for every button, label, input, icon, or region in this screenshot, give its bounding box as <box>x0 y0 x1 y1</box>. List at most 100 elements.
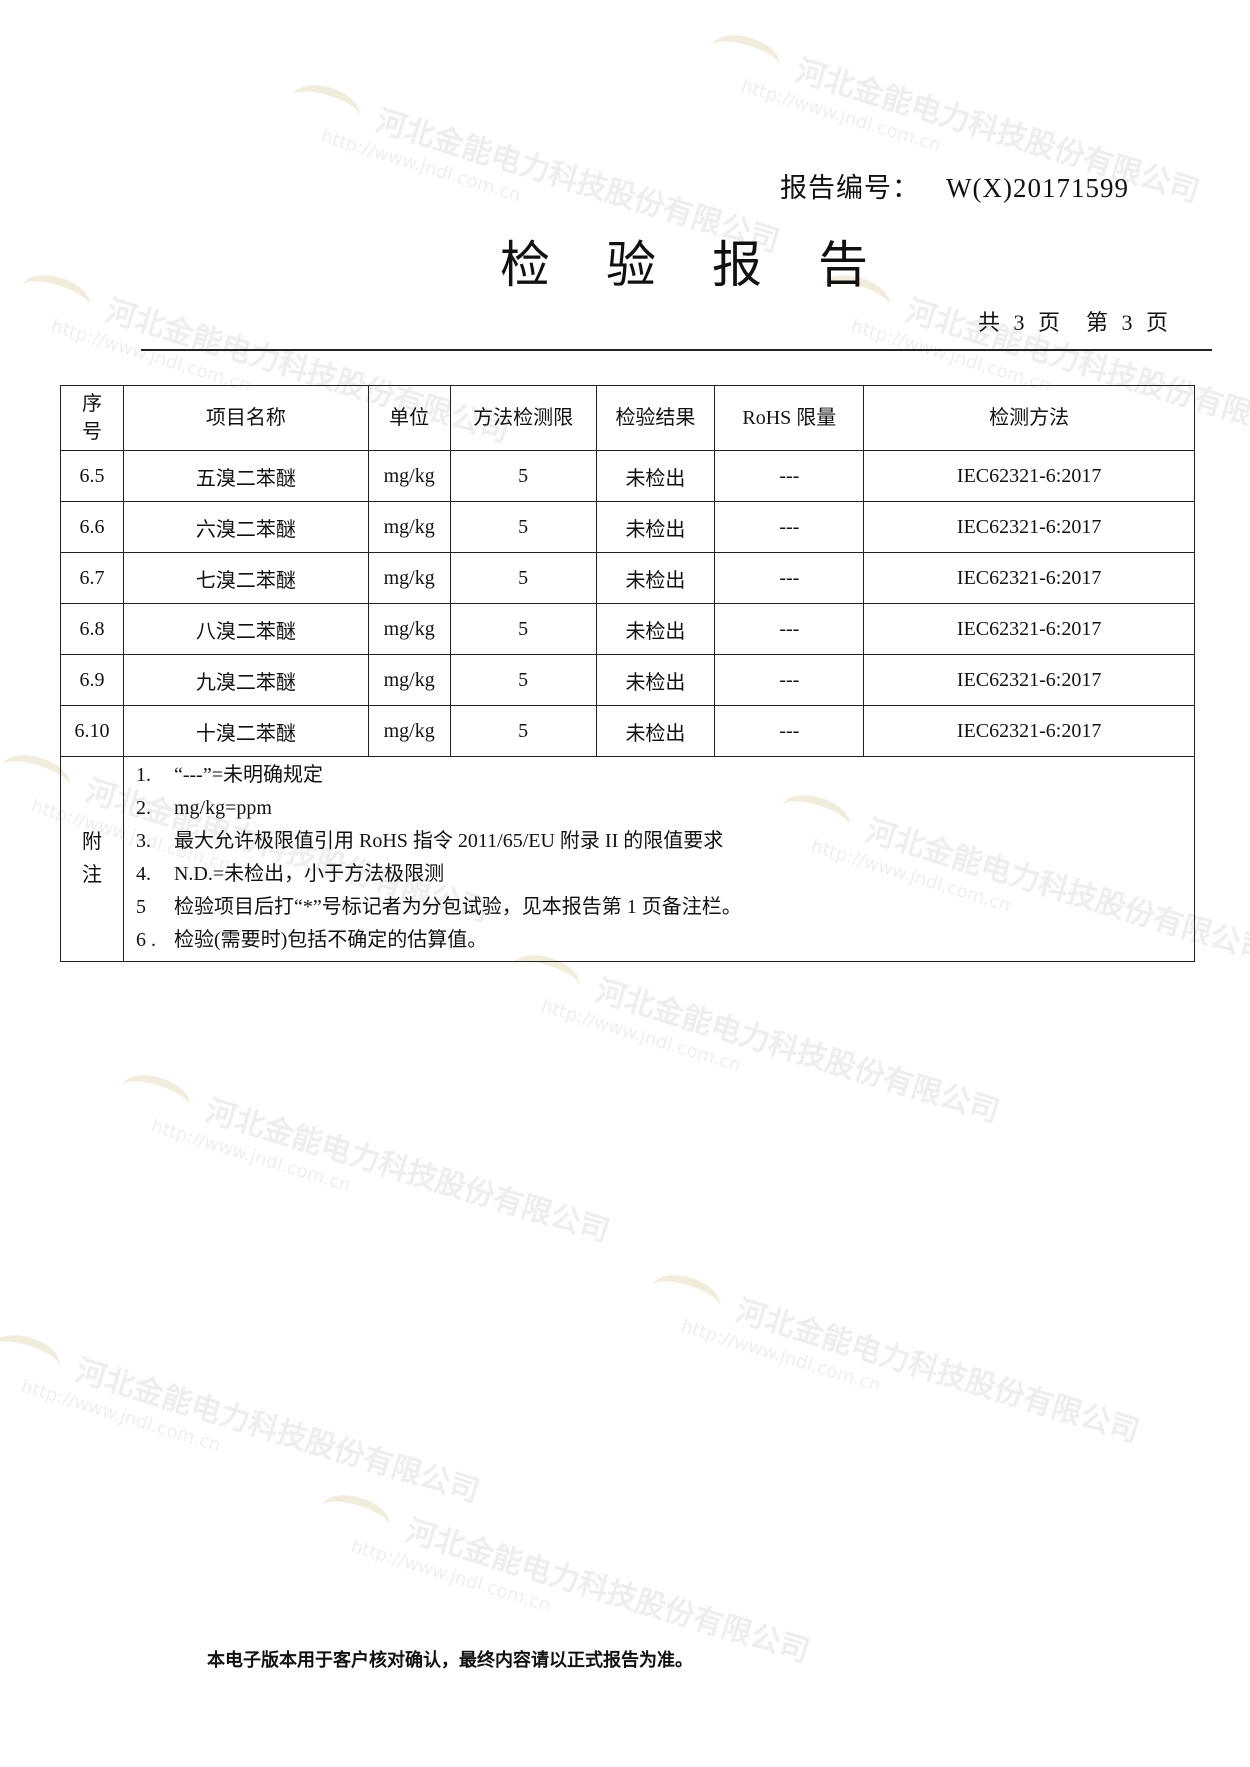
note-number: 4. <box>135 863 151 885</box>
cell-result: 未检出 <box>595 552 716 604</box>
cell-result: 未检出 <box>595 705 716 757</box>
page-title: 检验报告 <box>500 237 924 293</box>
table-row: 6.10 十溴二苯醚 mg/kg 5 未检出 --- IEC62321-6:2017 <box>60 705 1195 757</box>
note-text: N.D.=未检出，小于方法极限测 <box>173 863 445 885</box>
watermark-url: http://www.jndl.com.cn <box>678 1315 884 1396</box>
column-header-result: 检验结果 <box>595 385 716 451</box>
cell-rohs: --- <box>714 450 865 502</box>
cell-limit: 5 <box>449 552 597 604</box>
notes-row: 附注 1. “---”=未明确规定 2. mg/kg=ppm 3. 最大允许极限值引用 Ro… <box>60 756 1196 962</box>
watermark: 河北金能电力科技股份有限公司 http://www.jndl.com.cn <box>111 1060 616 1272</box>
watermark-company: 河北金能电力科技股份有限公司 <box>731 1293 1144 1450</box>
cell-seq: 6.8 <box>60 603 124 655</box>
note-item: 2. mg/kg=ppm <box>136 792 1194 825</box>
table-row: 6.9 九溴二苯醚 mg/kg 5 未检出 --- IEC62321-6:2017 <box>60 654 1195 706</box>
note-number: 3. <box>135 830 151 852</box>
cell-method: IEC62321-6:2017 <box>863 705 1195 757</box>
table-row: 6.5 五溴二苯醚 mg/kg 5 未检出 --- IEC62321-6:2017 <box>60 450 1195 502</box>
notes-label-text: 附注 <box>81 831 102 886</box>
note-text: “---”=未明确规定 <box>173 764 323 786</box>
notes-content: 1. “---”=未明确规定 2. mg/kg=ppm 3. 最大允许极限值引用 RoHS… <box>122 756 1196 962</box>
watermark-url: http://www.jndl.com.cn <box>18 1375 224 1456</box>
watermark-company: 河北金能电力科技股份有限公司 <box>591 973 1004 1130</box>
page-count: 共 3 页第 3 页 <box>978 305 1172 337</box>
note-text: mg/kg=ppm <box>173 797 272 819</box>
notes-label: 附注 <box>60 756 124 962</box>
cell-method: IEC62321-6:2017 <box>863 501 1195 553</box>
column-header-item: 项目名称 <box>122 385 369 451</box>
cell-seq: 6.9 <box>60 654 124 706</box>
watermark-company: 河北金能电力科技股份有限公司 <box>71 1353 484 1510</box>
cell-rohs: --- <box>714 705 865 757</box>
cell-rohs: --- <box>714 603 865 655</box>
watermark: 河北金能电力科技股份有限公司 http://www.jndl.com.cn <box>641 1260 1146 1472</box>
cell-unit: mg/kg <box>367 705 451 757</box>
cell-limit: 5 <box>449 501 597 553</box>
company-logo-icon <box>706 27 785 84</box>
column-header-rohs: RoHS 限量 <box>714 385 865 451</box>
note-number: 5 <box>135 896 146 918</box>
column-header-seq: 序号 <box>60 385 124 451</box>
watermark-url: http://www.jndl.com.cn <box>538 995 744 1076</box>
pages-total: 共 3 页 <box>977 310 1064 335</box>
column-header-limit: 方法检测限 <box>449 385 597 451</box>
cell-unit: mg/kg <box>367 450 451 502</box>
cell-result: 未检出 <box>595 654 716 706</box>
cell-result: 未检出 <box>595 450 716 502</box>
cell-limit: 5 <box>449 705 597 757</box>
column-header-unit: 单位 <box>367 385 451 451</box>
cell-unit: mg/kg <box>367 501 451 553</box>
note-item: 6 . 检验(需要时)包括不确定的估算值。 <box>136 924 1194 957</box>
cell-item: 六溴二苯醚 <box>122 501 369 553</box>
report-number: 报告编号： W(X)20171599 <box>780 166 1129 205</box>
watermark-url: http://www.jndl.com.cn <box>148 1115 354 1196</box>
cell-item: 八溴二苯醚 <box>122 603 369 655</box>
cell-seq: 6.6 <box>60 501 124 553</box>
company-logo-icon <box>16 267 95 324</box>
cell-method: IEC62321-6:2017 <box>863 552 1195 604</box>
cell-limit: 5 <box>449 654 597 706</box>
note-item: 3. 最大允许极限值引用 RoHS 指令 2011/65/EU 附录 II 的限值… <box>136 825 1194 858</box>
cell-limit: 5 <box>449 603 597 655</box>
cell-result: 未检出 <box>595 501 716 553</box>
cell-item: 十溴二苯醚 <box>122 705 369 757</box>
company-logo-icon <box>316 1487 395 1544</box>
table-header-row: 序号 项目名称 单位 方法检测限 检验结果 RoHS 限量 检测方法 <box>60 385 1195 451</box>
note-text: 检验(需要时)包括不确定的估算值。 <box>173 929 488 951</box>
cell-method: IEC62321-6:2017 <box>863 450 1195 502</box>
cell-seq: 6.5 <box>60 450 124 502</box>
company-logo-icon <box>0 1327 65 1384</box>
report-number-value: W(X)20171599 <box>946 173 1129 203</box>
cell-method: IEC62321-6:2017 <box>863 603 1195 655</box>
cell-result: 未检出 <box>595 603 716 655</box>
note-item: 1. “---”=未明确规定 <box>136 759 1194 792</box>
results-table: 序号 项目名称 单位 方法检测限 检验结果 RoHS 限量 检测方法 6.5 五溴… <box>60 385 1196 962</box>
cell-seq: 6.10 <box>60 705 124 757</box>
company-logo-icon <box>286 77 365 134</box>
cell-rohs: --- <box>714 552 865 604</box>
cell-rohs: --- <box>714 501 865 553</box>
cell-item: 七溴二苯醚 <box>122 552 369 604</box>
cell-rohs: --- <box>714 654 865 706</box>
note-item: 4. N.D.=未检出，小于方法极限测 <box>136 858 1194 891</box>
table-row: 6.7 七溴二苯醚 mg/kg 5 未检出 --- IEC62321-6:2017 <box>60 552 1195 604</box>
column-header-method: 检测方法 <box>863 385 1195 451</box>
note-number: 1. <box>135 764 151 786</box>
header-divider <box>141 349 1212 351</box>
cell-limit: 5 <box>449 450 597 502</box>
table-row: 6.8 八溴二苯醚 mg/kg 5 未检出 --- IEC62321-6:2017 <box>60 603 1195 655</box>
watermark-url: http://www.jndl.com.cn <box>738 75 944 156</box>
note-item: 5 检验项目后打“*”号标记者为分包试验，见本报告第 1 页备注栏。 <box>136 891 1194 924</box>
note-text: 最大允许极限值引用 RoHS 指令 2011/65/EU 附录 II 的限值要求 <box>173 830 724 852</box>
table-row: 6.6 六溴二苯醚 mg/kg 5 未检出 --- IEC62321-6:2017 <box>60 501 1195 553</box>
note-number: 6 . <box>135 929 156 951</box>
company-logo-icon <box>646 1267 725 1324</box>
note-text: 检验项目后打“*”号标记者为分包试验，见本报告第 1 页备注栏。 <box>173 896 742 918</box>
watermark: 河北金能电力科技股份有限公司 http://www.jndl.com.cn <box>501 940 1006 1152</box>
cell-seq: 6.7 <box>60 552 124 604</box>
company-logo-icon <box>116 1067 195 1124</box>
cell-method: IEC62321-6:2017 <box>863 654 1195 706</box>
watermark-company: 河北金能电力科技股份有限公司 <box>201 1093 614 1250</box>
report-number-label: 报告编号： <box>780 173 920 203</box>
cell-item: 九溴二苯醚 <box>122 654 369 706</box>
